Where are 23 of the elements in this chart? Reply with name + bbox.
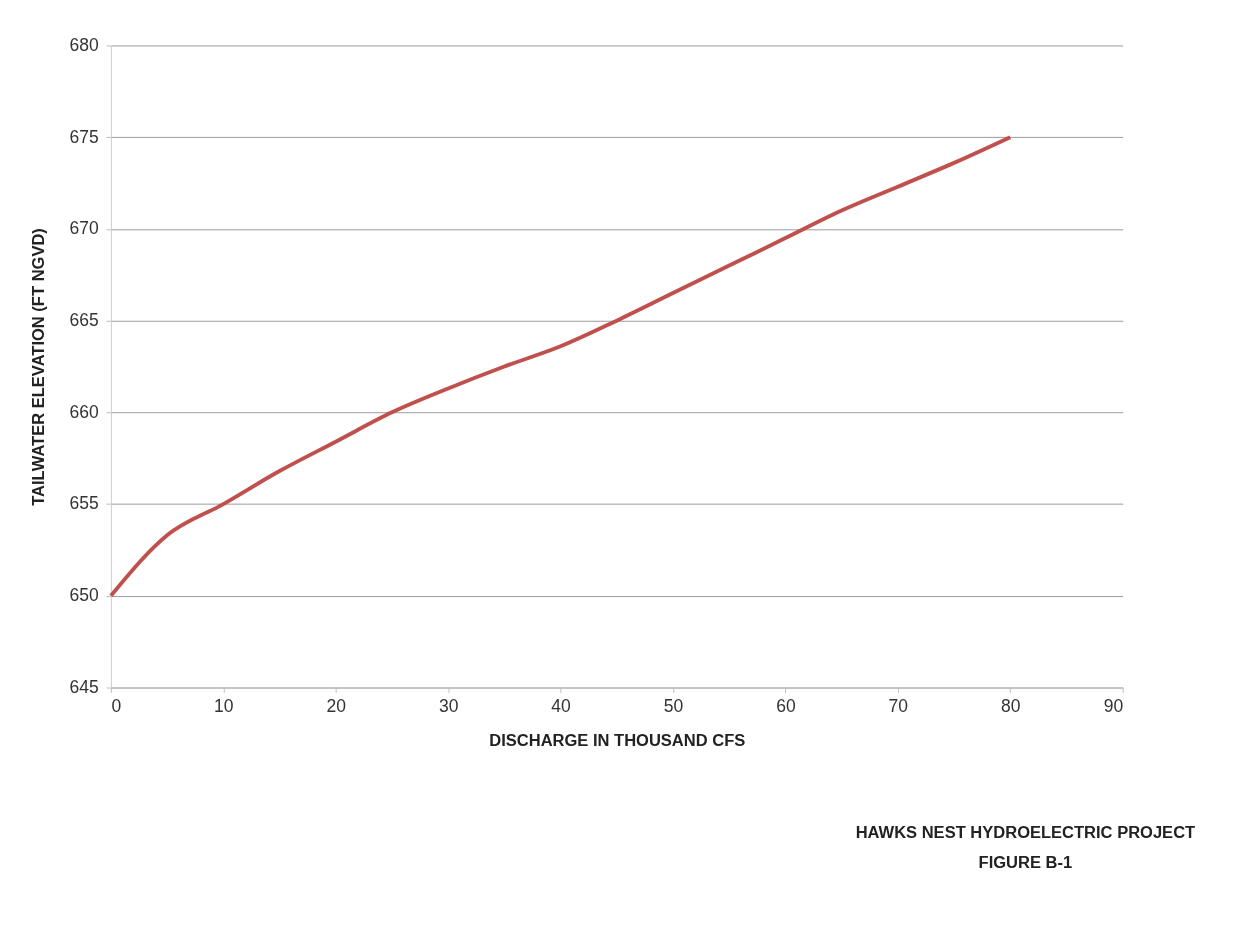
line-series [108,135,1013,598]
text: FIGURE B-1 [978,852,1073,872]
y-tick-label: 660 [69,401,100,422]
y-tick-label: 665 [69,309,99,330]
y-tick-label: 670 [69,218,100,239]
y-tick-label: 675 [69,126,99,147]
y-tick-label: 680 [69,34,100,55]
x-tick-label: 0 [111,696,122,717]
y-tick-label: 645 [69,676,99,697]
x-tick-label: 30 [438,696,459,717]
y-axis-title: TAILWATER ELEVATION (FT NGVD) [29,228,49,506]
x-axis-title: DISCHARGE IN THOUSAND CFS [489,731,746,751]
x-tick-label: 10 [214,696,234,717]
x-tick-label: 60 [776,696,796,717]
text: HAWKS NEST HYDROELECTRIC PROJECT [855,823,1196,843]
x-tick-label: 50 [663,696,684,717]
x-tick-label: 90 [1103,696,1124,717]
y-tick-label: 655 [69,493,99,514]
x-tick-label: 20 [326,696,347,717]
x-tick-label: 80 [1001,696,1021,717]
y-tick-label: 650 [69,585,100,606]
x-tick-label: 40 [551,696,572,717]
x-tick-label: 70 [888,696,909,717]
